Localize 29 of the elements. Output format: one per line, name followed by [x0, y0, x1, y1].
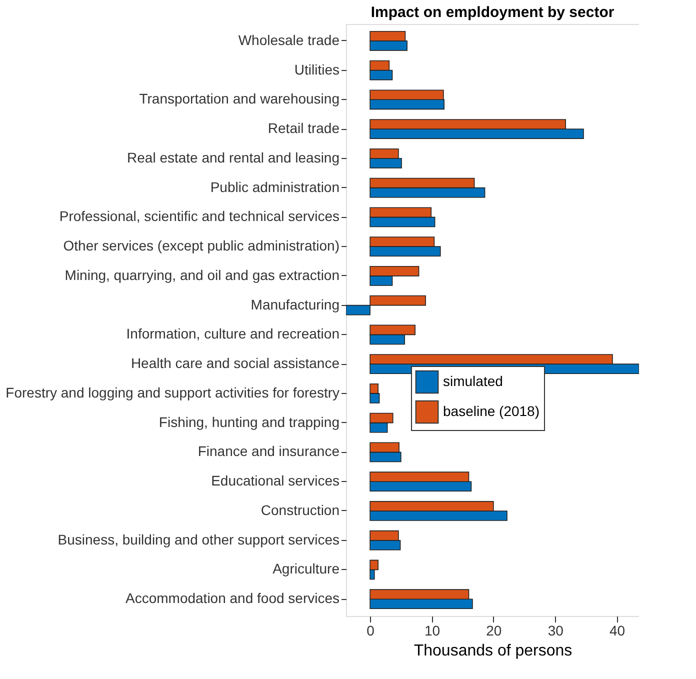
y-tick-label: Public administration: [210, 178, 340, 195]
y-tick-label: Mining, quarrying, and oil and gas extraction: [64, 266, 340, 283]
x-tick-label: 40: [610, 622, 626, 638]
y-tick-label: Agriculture: [272, 560, 340, 577]
chart-title: Impact on empldoyment by sector: [370, 4, 614, 21]
x-axis-title: Thousands of persons: [414, 642, 572, 660]
y-tick-label: Finance and insurance: [198, 443, 340, 460]
y-tick-label: Construction: [260, 502, 340, 518]
y-tick-label: Fishing, hunting and trapping: [158, 414, 340, 430]
y-tick-label: Real estate and rental and leasing: [127, 149, 340, 166]
y-tick-label: Professional, scientific and technical services: [59, 208, 340, 224]
y-tick-label: Manufacturing: [250, 296, 340, 312]
y-tick-label: Accommodation and food services: [126, 590, 340, 606]
y-tick-label: Other services (except public administration): [63, 238, 340, 254]
y-tick-label: Retail trade: [268, 120, 340, 136]
legend-label: baseline (2018): [443, 403, 540, 419]
y-tick-label: Information, culture and recreation: [126, 326, 340, 342]
x-tick-label: 0: [366, 622, 375, 638]
y-tick-label: Forestry and logging and support activities for forestry: [6, 384, 340, 400]
legend-label: simulated: [443, 373, 503, 389]
x-tick-label: 30: [548, 622, 564, 638]
y-tick-label: Transportation and warehousing: [139, 90, 340, 107]
y-tick-label: Business, building and other support services: [58, 531, 340, 548]
y-tick-label: Utilities: [294, 61, 340, 78]
y-tick-label: Health care and social assistance: [130, 355, 340, 372]
y-tick-label: Educational services: [211, 472, 340, 489]
x-tick-label: 10: [424, 622, 440, 638]
y-tick-label: Wholesale trade: [238, 32, 340, 48]
x-tick-label: 20: [486, 622, 502, 638]
